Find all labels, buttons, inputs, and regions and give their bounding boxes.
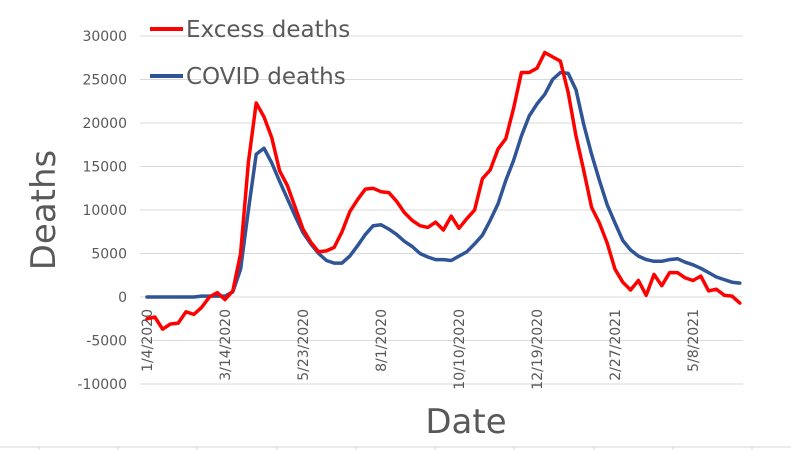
y-tick-label: 20000	[82, 116, 127, 132]
x-tick-label: 5/23/2020	[296, 309, 312, 381]
legend-label-excess-deaths: Excess deaths	[186, 17, 350, 43]
y-axis-ticks: 30000 25000 20000 15000 10000 5000 0 -5000 -1000…	[77, 29, 127, 393]
y-tick-label: 15000	[82, 160, 127, 176]
x-tick-label: 12/19/2020	[530, 309, 546, 390]
legend: Excess deaths COVID deaths	[150, 17, 350, 90]
x-axis-ticks: 1/4/2020 3/14/2020 5/23/2020 8/1/2020 10/10/…	[140, 309, 702, 390]
y-axis-title: Deaths	[24, 150, 64, 271]
y-tick-label: -5000	[86, 334, 127, 350]
y-tick-label: -10000	[77, 377, 127, 393]
x-tick-label: 10/10/2020	[452, 309, 468, 390]
x-tick-label: 8/1/2020	[374, 309, 390, 372]
series-lines	[145, 50, 742, 331]
y-tick-label: 5000	[91, 247, 127, 263]
legend-label-covid-deaths: COVID deaths	[186, 64, 346, 90]
x-tick-label: 5/8/2021	[686, 309, 702, 372]
series-line-covid-deaths	[145, 70, 742, 299]
series-line-excess-deaths	[145, 50, 742, 331]
y-tick-label: 0	[118, 290, 127, 306]
x-axis-title: Date	[425, 402, 506, 442]
y-tick-label: 30000	[82, 29, 127, 45]
x-tick-label: 2/27/2021	[608, 309, 624, 381]
chart-gridlines	[140, 35, 743, 385]
y-tick-label: 25000	[82, 73, 127, 89]
x-tick-label: 1/4/2020	[140, 309, 156, 372]
x-tick-label: 3/14/2020	[218, 309, 234, 381]
y-tick-label: 10000	[82, 203, 127, 219]
